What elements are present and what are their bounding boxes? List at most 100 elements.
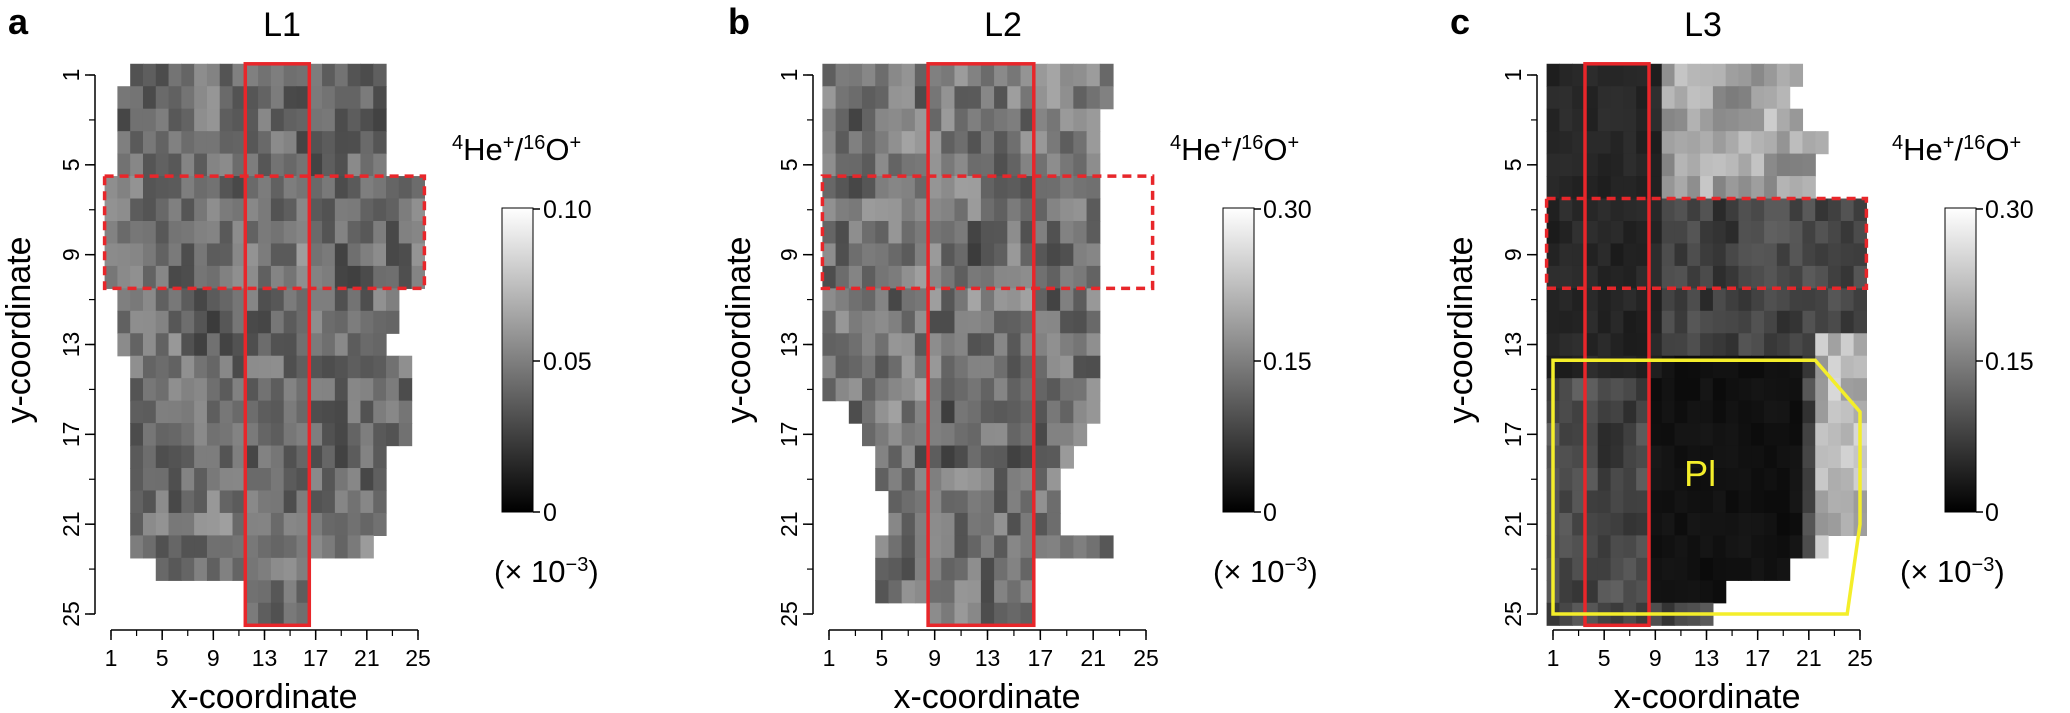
heatmap-cell: [835, 265, 850, 289]
heatmap-cell: [1559, 220, 1573, 245]
unit-text: (× 10: [494, 554, 566, 589]
heatmap-cell: [967, 265, 982, 289]
heatmap-cell: [1828, 355, 1842, 379]
heatmap-cell: [901, 468, 916, 492]
heatmap-cell: [232, 265, 246, 289]
heatmap-cell: [142, 535, 157, 559]
heatmap-cell: [168, 557, 182, 581]
heatmap-cell: [1853, 378, 1867, 402]
heatmap-cell: [1584, 333, 1599, 357]
heatmap-cell: [322, 490, 336, 514]
heatmap-cell: [245, 602, 259, 626]
heatmap-cell: [360, 198, 374, 222]
heatmap-cell: [245, 288, 259, 312]
heatmap-cell: [155, 243, 170, 267]
heatmap-cells: [104, 63, 425, 626]
regions: Pl: [1544, 62, 1869, 628]
heatmap-cell: [232, 131, 246, 155]
heatmap-cell: [296, 423, 310, 447]
heatmap-cell: [914, 220, 929, 245]
heatmap-cell: [1725, 535, 1740, 559]
heatmap-cell: [1725, 378, 1740, 402]
heatmap-cell: [928, 176, 942, 200]
heatmap-cell: [296, 220, 310, 245]
heatmap-cell: [1597, 468, 1612, 492]
heatmap-cell: [206, 176, 221, 200]
heatmap-cell: [1572, 176, 1586, 200]
heatmap-cell: [309, 512, 323, 536]
y-axis-title: y-coordinate: [0, 236, 38, 423]
heatmap-cell: [1840, 220, 1855, 245]
colorbar-min-label: 0: [1985, 499, 1999, 527]
heatmap-cell: [270, 512, 285, 536]
heatmap-cell: [386, 176, 400, 200]
heatmap-cell: [1802, 265, 1816, 289]
heatmap-cell: [347, 445, 362, 469]
heatmap-cell: [1046, 198, 1061, 222]
heatmap-cell: [1789, 288, 1804, 312]
heatmap-cell: [360, 288, 374, 312]
heatmap-cell: [1020, 378, 1035, 402]
heatmap-cell: [1828, 423, 1842, 447]
heatmap-cell: [1700, 288, 1714, 312]
heatmap-cell: [914, 108, 929, 132]
heatmap-cell: [1661, 220, 1676, 245]
heatmap-cell: [130, 400, 144, 424]
heatmap-cell: [901, 400, 916, 424]
heatmap-cell: [822, 378, 837, 402]
heatmap-cell: [360, 63, 374, 87]
heatmap-cell: [1725, 108, 1740, 132]
heatmap-cell: [928, 423, 942, 447]
heatmap-cell: [980, 131, 995, 155]
heatmap-cell: [283, 400, 298, 424]
heatmap-cell: [1060, 535, 1074, 559]
heatmap-cell: [1700, 63, 1714, 87]
heatmap-cell: [994, 288, 1008, 312]
heatmap-cell: [258, 400, 272, 424]
heatmap-cell: [232, 243, 246, 267]
heatmap-cell: [954, 310, 969, 334]
heatmap-cell: [1661, 63, 1676, 87]
heatmap-cell: [1559, 153, 1573, 177]
heatmap-cell: [283, 243, 298, 267]
heatmap-cell: [1853, 220, 1867, 245]
heatmap-cell: [1007, 423, 1022, 447]
heatmap-cell: [1648, 423, 1663, 447]
heatmap-cell: [967, 198, 982, 222]
heatmap-cell: [862, 176, 876, 200]
vertical-profile: [926, 62, 1036, 628]
heatmap-cell: [1007, 108, 1022, 132]
unit-exponent: −3: [566, 554, 589, 576]
heatmap-cell: [1776, 333, 1791, 357]
heatmap-cell: [980, 445, 995, 469]
heatmap-cell: [954, 355, 969, 379]
heatmap-cell: [1033, 153, 1048, 177]
heatmap-cell: [245, 445, 259, 469]
heatmap-cell: [360, 468, 374, 492]
heatmap-cell: [980, 220, 995, 245]
heatmap-cell: [1073, 243, 1088, 267]
heatmap-cell: [1073, 535, 1088, 559]
heatmap-cell: [1840, 243, 1855, 267]
heatmap-cell: [1712, 378, 1727, 402]
heatmap-cell: [901, 512, 916, 536]
heatmap-cell: [954, 288, 969, 312]
heatmap-cell: [1789, 243, 1804, 267]
heatmap-cell: [245, 265, 259, 289]
heatmap-cell: [245, 423, 259, 447]
heatmap-cell: [1033, 378, 1048, 402]
heatmap-cell: [245, 490, 259, 514]
heatmap-cell: [194, 153, 208, 177]
heatmap-cell: [258, 580, 272, 604]
heatmap-cell: [1610, 423, 1624, 447]
heatmap-cell: [258, 153, 272, 177]
heatmap-cell: [1700, 243, 1714, 267]
heatmap-cell: [1546, 86, 1560, 110]
heatmap-cell: [219, 445, 234, 469]
heatmap-cell: [296, 355, 310, 379]
heatmap-cell: [322, 131, 336, 155]
heatmap-cell: [168, 355, 182, 379]
heatmap-cell: [1636, 333, 1650, 357]
